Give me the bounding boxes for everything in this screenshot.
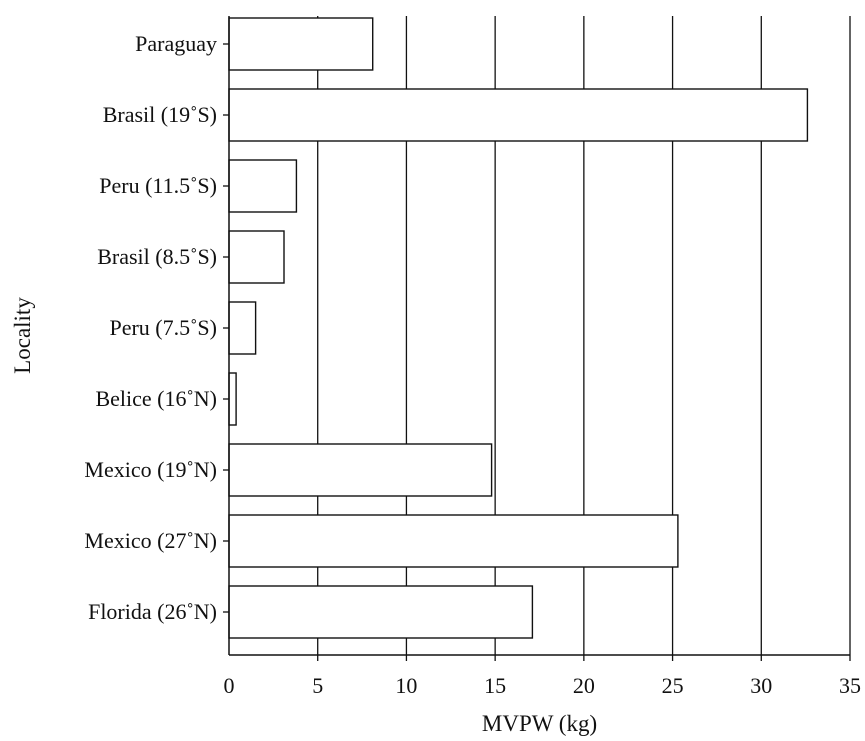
- bar: [228, 301, 257, 355]
- bar: [228, 88, 809, 142]
- bar: [228, 514, 679, 568]
- y-axis-ticks: [223, 43, 229, 613]
- bar: [228, 443, 493, 497]
- category-label: Peru (11.5˚S): [99, 173, 217, 198]
- bar: [228, 372, 237, 426]
- x-tick-label: 20: [573, 673, 595, 698]
- x-tick-label: 35: [839, 673, 861, 698]
- category-label: Mexico (27˚N): [84, 528, 217, 553]
- category-label: Mexico (19˚N): [84, 457, 217, 482]
- bar: [228, 230, 285, 284]
- bar: [228, 585, 534, 639]
- category-label: Peru (7.5˚S): [109, 315, 217, 340]
- x-tick-label: 0: [224, 673, 235, 698]
- bar: [228, 17, 374, 71]
- category-labels: Paraguay Brasil (19˚S) Peru (11.5˚S) Brasil…: [84, 31, 217, 624]
- x-axis-title: MVPW (kg): [482, 711, 597, 736]
- x-tick-labels: 0 5 10 15 20 25 30 35: [224, 673, 862, 698]
- x-tick-label: 15: [484, 673, 506, 698]
- y-axis-title: Locality: [10, 297, 35, 374]
- x-tick-label: 30: [750, 673, 772, 698]
- category-label: Brasil (8.5˚S): [97, 244, 217, 269]
- x-tick-label: 25: [662, 673, 684, 698]
- category-label: Florida (26˚N): [88, 599, 217, 624]
- bar: [228, 159, 298, 213]
- category-label: Paraguay: [135, 31, 217, 56]
- category-label: Belice (16˚N): [95, 386, 217, 411]
- x-tick-label: 10: [395, 673, 417, 698]
- bars: [228, 17, 809, 639]
- x-tick-label: 5: [312, 673, 323, 698]
- category-label: Brasil (19˚S): [103, 102, 217, 127]
